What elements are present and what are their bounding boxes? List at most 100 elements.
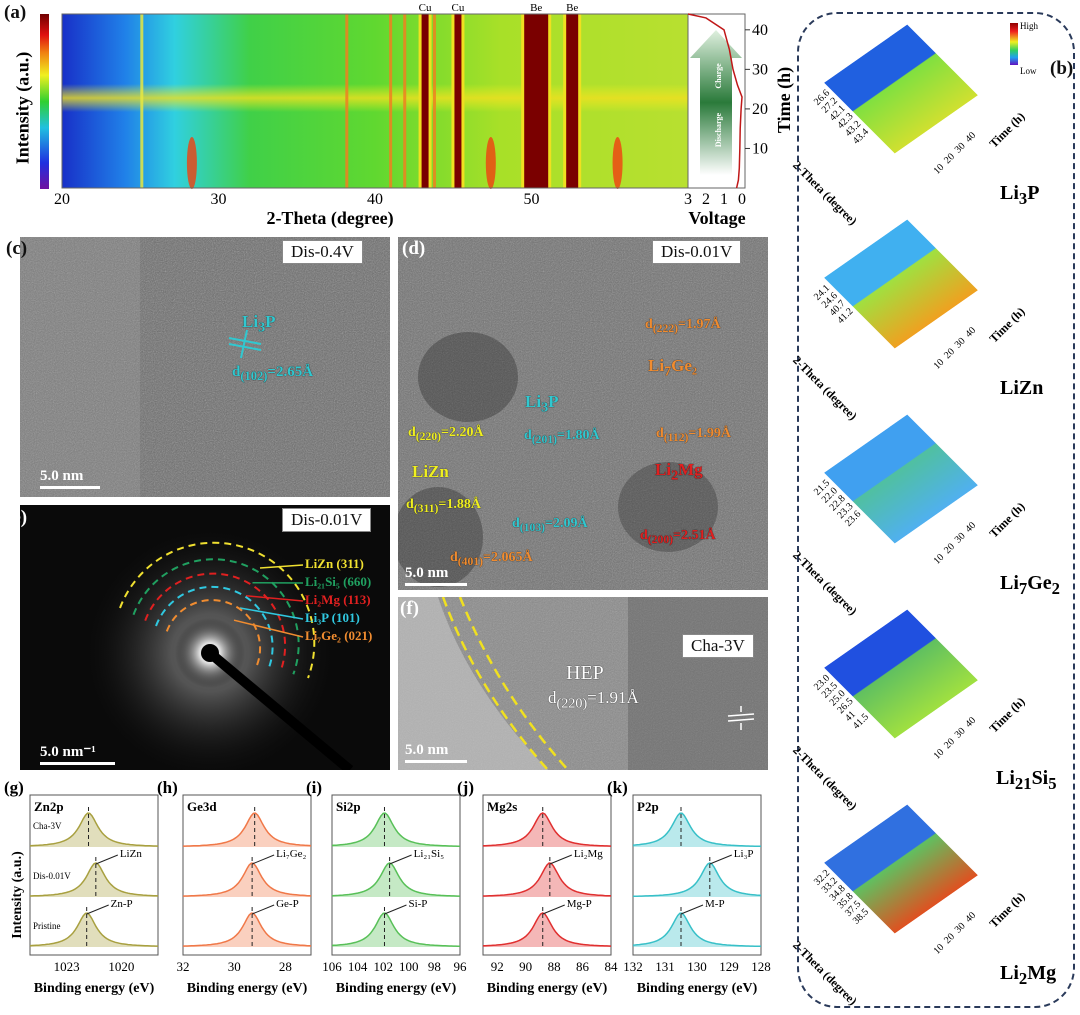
xps-frame xyxy=(29,794,159,956)
panel-label-c: (c) xyxy=(6,238,28,259)
panel-label: (i) xyxy=(306,778,322,797)
heatmap-chart: Cu Cu Be Be 20 30 40 50 2-Theta (degree) Disch… xyxy=(54,2,795,229)
scale-bar-e: 5.0 nm⁻¹ xyxy=(40,742,115,765)
xps-x-tick: 92 xyxy=(491,959,504,974)
xps-peak-fill xyxy=(30,863,158,897)
xps-x-tick: 1020 xyxy=(108,959,134,974)
species-label: Zn-P xyxy=(111,898,133,910)
peak-label: Cu xyxy=(452,2,465,14)
lattice-marker-f xyxy=(727,706,755,730)
voltage-tick-label: 2 xyxy=(702,191,710,208)
transient-peak-spot xyxy=(612,137,623,189)
time-label: Time (h) xyxy=(774,67,795,133)
legend-high: High xyxy=(1020,21,1038,31)
xps-peak-fill xyxy=(183,913,311,947)
voltage-label: Voltage xyxy=(688,208,745,228)
panel-label: (g) xyxy=(4,778,24,797)
ring-pointer xyxy=(239,607,304,620)
time-tick-label: 40 xyxy=(752,22,768,39)
legend-low: Low xyxy=(1020,66,1037,76)
xps-x-tick: 86 xyxy=(576,959,590,974)
lattice-annotation: Li2Mg xyxy=(655,460,703,484)
xps-x-tick: 131 xyxy=(655,959,675,974)
peak-label: Cu xyxy=(419,2,432,14)
time-tick-label: 30 xyxy=(752,61,768,78)
xps-title: Si2p xyxy=(336,799,361,814)
lattice-annotation: d(200)=2.51Å xyxy=(640,528,716,546)
xps-fit-curve xyxy=(331,862,460,897)
d-spacing-f: d(220)=1.91Å xyxy=(548,688,639,712)
species-label: Si-P xyxy=(408,898,427,910)
species-label: Li₂Mg xyxy=(574,848,603,860)
scale-bar-d: 5.0 nm xyxy=(405,565,467,586)
xps-row-label: Dis-0.01V xyxy=(33,871,71,881)
species-label: LiZn xyxy=(120,848,142,860)
xps-panel-Ge3d: (h) Ge3d Li₇Ge₂ Ge-P 32 30 28 Binding energy (e… xyxy=(157,778,312,996)
lattice-marker-c xyxy=(228,330,262,359)
voltage-curve xyxy=(687,13,743,189)
minor-peak-line xyxy=(389,14,393,188)
xps-title: Zn2p xyxy=(34,799,64,814)
legend-colorbar xyxy=(1010,23,1018,65)
species-label: Li₃P xyxy=(734,848,754,860)
xps-x-tick: 106 xyxy=(322,959,342,974)
lattice-annotation: Li7Ge₂ xyxy=(648,356,698,380)
minor-peak-line xyxy=(140,14,144,188)
ring-label: LiZn (311) xyxy=(305,556,364,571)
x-tick-label: 30 xyxy=(211,191,227,208)
phase-name: Li3P xyxy=(1000,182,1040,208)
time-tick-label: 10 xyxy=(752,140,768,157)
tem-image-d xyxy=(398,237,768,590)
panel-label: (j) xyxy=(457,778,474,797)
xps-x-tick: 98 xyxy=(428,959,441,974)
strong-peak-line xyxy=(524,14,549,188)
xps-title: Mg2s xyxy=(487,799,517,814)
condition-tag-d: Dis-0.01V xyxy=(652,240,742,264)
panel-b-frame xyxy=(797,12,1075,1008)
xps-xlabel: Binding energy (eV) xyxy=(637,981,758,996)
xps-xlabel: Binding energy (eV) xyxy=(487,981,608,996)
xps-frame xyxy=(632,794,762,956)
panel-label-d: (d) xyxy=(402,238,426,259)
xps-fit-curve xyxy=(182,912,311,947)
strong-peak-line xyxy=(566,14,579,188)
panel-label: (h) xyxy=(157,778,178,797)
xps-peak-fill xyxy=(633,863,761,897)
peak-label: Be xyxy=(566,2,578,14)
xps-x-tick: 96 xyxy=(454,959,468,974)
strong-peak-line xyxy=(454,14,462,188)
lattice-annotation: d(401)=2.065Å xyxy=(450,550,533,568)
xps-fit-curve xyxy=(632,862,762,898)
xps-panel-P2p: (k) P2p Li₃P M-P 132 131 130 129 128 Binding ener… xyxy=(607,778,771,996)
panel-label-a: (a) xyxy=(4,2,27,23)
xps-x-tick: 102 xyxy=(373,959,393,974)
xps-fit-curve xyxy=(632,912,761,948)
lattice-annotation: d(220)=2.20Å xyxy=(408,425,484,443)
xps-x-tick: 128 xyxy=(751,959,771,974)
colorbar xyxy=(40,14,49,189)
xps-row-label: Pristine xyxy=(33,921,61,931)
xps-peak-fill xyxy=(183,863,311,897)
label-pointer xyxy=(389,854,412,865)
condition-tag-f: Cha-3V xyxy=(682,634,754,658)
label-pointer xyxy=(542,904,565,915)
xps-title: P2p xyxy=(637,799,659,814)
saed-pattern xyxy=(20,505,390,770)
lattice-annotation: d(103)=2.09Å xyxy=(512,516,588,534)
phase-name: LiZn xyxy=(1000,377,1044,399)
panel-label-f: (f) xyxy=(400,598,419,619)
label-pointer xyxy=(549,854,573,865)
minor-peak-line xyxy=(403,14,407,188)
label-pointer xyxy=(251,854,275,865)
ring-label: Li₇Ge₂ (021) xyxy=(305,628,373,643)
xps-x-tick: 100 xyxy=(399,959,419,974)
condition-tag-e: Dis-0.01V xyxy=(282,508,372,532)
label-pointer xyxy=(680,904,704,915)
condition-tag-c: Dis-0.4V xyxy=(282,240,363,264)
xps-title: Ge3d xyxy=(187,799,217,814)
xps-frame xyxy=(482,794,612,956)
xps-frame xyxy=(331,794,461,956)
xps-x-tick: 32 xyxy=(177,959,190,974)
diffraction-ring xyxy=(144,572,287,672)
diffraction-ring xyxy=(165,599,262,666)
